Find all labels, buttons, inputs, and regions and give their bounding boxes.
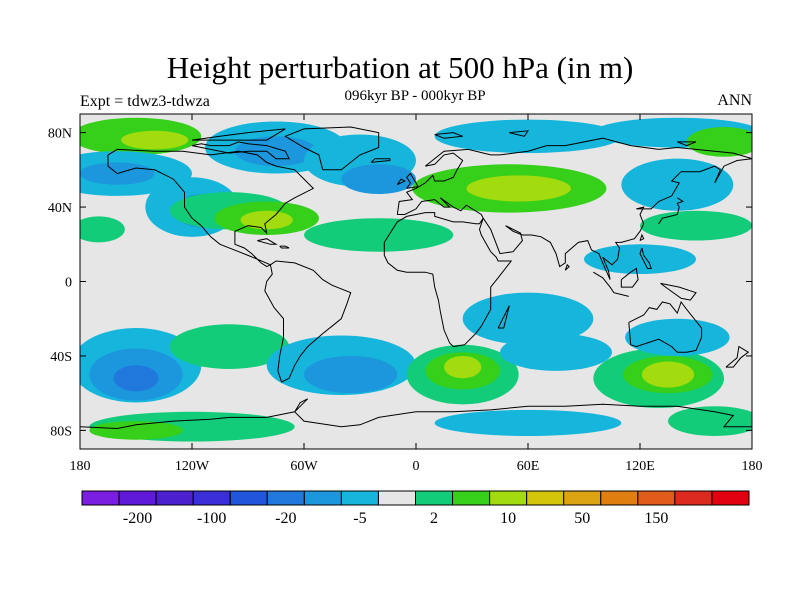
colorbar-label: 50	[574, 510, 590, 527]
coastline-segment	[628, 300, 703, 353]
colorbar-label: -20	[275, 510, 296, 527]
anomaly-region	[89, 421, 183, 440]
anomaly-region	[304, 218, 454, 252]
lon-tick-label: 120E	[625, 459, 655, 474]
colorbar-swatch	[489, 490, 528, 506]
lat-tick-label: 40N	[48, 201, 72, 216]
colorbar-label: 2	[430, 510, 438, 527]
coastline-segment	[434, 132, 463, 139]
coastline-segment	[396, 178, 406, 186]
colorbar-swatch	[303, 490, 342, 506]
coastline-segment	[370, 158, 391, 163]
coastline-segment	[677, 141, 697, 147]
coastline-segment	[725, 345, 750, 368]
lon-tick-label: 180	[742, 459, 763, 474]
colorbar-swatch	[229, 490, 268, 506]
colorbar-swatch	[340, 490, 379, 506]
lon-tick-label: 180	[70, 459, 91, 474]
map-panel	[79, 113, 753, 450]
colorbar-swatch	[526, 490, 565, 506]
coastline-segment	[660, 282, 697, 301]
colorbar-swatch	[674, 490, 713, 506]
anomaly-region	[444, 355, 482, 379]
map-axes: 80N 40N 0 40S 80S 180 120W 60W 0 60E 120E 180	[48, 114, 763, 474]
lat-tick-label: 80S	[50, 424, 72, 439]
colorbar-swatch	[452, 490, 491, 506]
coastline-segment	[264, 260, 352, 383]
anomaly-region	[625, 318, 730, 356]
colorbar-label: -200	[123, 510, 152, 527]
anomaly-region	[640, 210, 752, 241]
coastline-segment	[564, 263, 570, 271]
colorbar-label: -100	[197, 510, 226, 527]
coastline-segment	[191, 141, 290, 160]
lat-tick-label: 0	[65, 276, 72, 291]
anomaly-region	[641, 361, 695, 388]
anomaly-region	[121, 130, 189, 150]
anomaly-region	[500, 333, 612, 371]
anomaly-region	[169, 324, 290, 369]
colorbar-swatch	[192, 490, 231, 506]
coastline-segment	[284, 126, 380, 171]
colorbar-swatch	[155, 490, 194, 506]
experiment-label: Expt = tdwz3-tdwza	[80, 93, 210, 110]
coastline-segment	[406, 172, 419, 189]
anomaly-region	[686, 127, 752, 157]
colorbar-swatch	[415, 490, 454, 506]
coastline-segment	[107, 148, 315, 268]
colorbar-swatch	[637, 490, 676, 506]
map-subtitle: 096kyr BP - 000kyr BP	[344, 88, 486, 104]
lat-tick-label: 40S	[50, 350, 72, 365]
anomaly-field	[80, 117, 752, 442]
anomaly-region	[462, 292, 594, 345]
coastline-segment	[639, 247, 652, 269]
coastline-segment	[482, 158, 752, 280]
anomaly-region	[80, 216, 125, 243]
anomaly-region	[668, 406, 752, 436]
colorbar-swatch	[711, 490, 750, 506]
colorbar-label: -5	[353, 510, 366, 527]
coastline-segment	[497, 305, 510, 329]
coastline-segment	[257, 238, 278, 245]
anomaly-region	[434, 119, 622, 154]
coastline-segment	[509, 130, 530, 137]
lat-tick-label: 80N	[48, 127, 72, 142]
lon-tick-label: 0	[413, 459, 420, 474]
coastline-segment	[191, 128, 286, 141]
colorbar-swatch	[118, 490, 157, 506]
coastline-segment	[639, 233, 645, 242]
coastline-segment	[593, 271, 629, 297]
colorbar-swatch	[266, 490, 305, 506]
anomaly-region	[240, 210, 293, 230]
colorbar-label: 10	[500, 510, 516, 527]
coastlines	[80, 126, 752, 430]
coastline-segment	[383, 197, 513, 348]
colorbar-swatch	[377, 490, 417, 506]
lon-tick-label: 60E	[517, 459, 540, 474]
coastline-segment	[620, 267, 639, 288]
coastline-segment	[658, 197, 685, 225]
season-label: ANN	[717, 92, 752, 109]
anomaly-region	[304, 355, 398, 394]
anomaly-region	[341, 164, 416, 195]
anomaly-region	[584, 244, 696, 275]
colorbar-swatch	[600, 490, 639, 506]
anomaly-region	[466, 175, 571, 202]
coastline-segment	[396, 137, 752, 215]
coastline-segment	[80, 398, 752, 430]
lon-tick-label: 120W	[175, 459, 210, 474]
anomaly-region	[234, 136, 318, 167]
map-title: Height perturbation at 500 hPa (in m)	[166, 50, 634, 85]
coastline-segment	[279, 245, 290, 249]
colorbar-label: 150	[644, 510, 668, 527]
anomaly-region	[621, 158, 734, 211]
colorbar-swatch	[81, 490, 120, 506]
colorbar-swatch	[563, 490, 602, 506]
lon-tick-label: 60W	[290, 459, 318, 474]
colorbar: -200 -100 -20 -5 2 10 50 150	[81, 490, 750, 527]
anomaly-region	[113, 365, 159, 392]
anomaly-region	[434, 409, 622, 436]
